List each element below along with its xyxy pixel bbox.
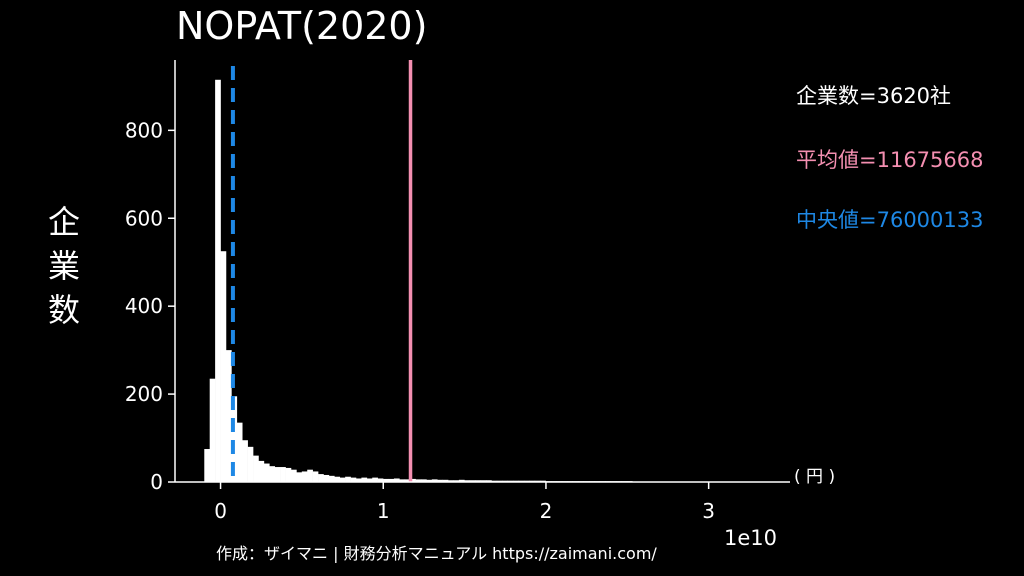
y-tick-label: 200 (125, 382, 163, 406)
y-axis-label-char: 企 (47, 203, 80, 241)
histogram-bar (404, 479, 411, 482)
histogram-bar (458, 479, 465, 482)
histogram-bar (448, 480, 454, 482)
y-axis-label: 企業数 (44, 200, 84, 332)
histogram-bar (323, 474, 330, 482)
histogram-bar (209, 378, 216, 482)
histogram-bar (253, 455, 259, 482)
histogram-bar (242, 440, 248, 482)
histogram-bar (290, 469, 297, 482)
histogram-bar (480, 480, 487, 482)
x-tick-label: 1 (377, 499, 390, 523)
histogram-bar (263, 463, 270, 482)
histogram-bar (350, 477, 357, 482)
y-tick-label: 800 (125, 118, 163, 142)
histogram-bar (312, 471, 319, 482)
x-tick-label: 3 (702, 499, 715, 523)
x-tick-label: 0 (214, 499, 227, 523)
histogram-bar (393, 478, 400, 482)
x-unit-label: ( 円 ) (794, 467, 836, 487)
histogram-bar (383, 478, 389, 482)
median-stat: 中央値=76000133 (796, 208, 984, 232)
histogram-bar (372, 477, 378, 482)
histogram-bar (421, 479, 427, 482)
histogram-bar (236, 422, 243, 482)
histogram-bar (301, 471, 308, 482)
y-tick-label: 600 (125, 206, 163, 230)
y-tick-label: 400 (125, 294, 163, 318)
histogram-bar (328, 475, 335, 482)
histogram-bar (318, 474, 324, 482)
company-count-stat: 企業数=3620社 (796, 84, 952, 108)
histogram-bar (269, 466, 276, 482)
histogram-bar (469, 480, 476, 482)
histogram-bar (307, 469, 313, 482)
footer-credit: 作成：ザイマニ | 財務分析マニュアル https://zaimani.com/ (216, 544, 657, 563)
histogram-bar (399, 479, 406, 482)
histogram-bar (215, 79, 221, 482)
histogram-bar (258, 460, 265, 482)
histogram-bar (464, 480, 471, 482)
histogram-bar (345, 476, 351, 482)
y-axis-label-char: 業 (47, 247, 80, 285)
histogram-bar (220, 251, 227, 482)
histogram-bar (355, 478, 362, 482)
histogram-bar (415, 479, 422, 482)
histogram-bar (204, 449, 211, 482)
histogram-bar (453, 480, 460, 482)
histogram-bar (431, 479, 438, 482)
histogram-bar (296, 472, 303, 482)
x-tick-label: 2 (540, 499, 553, 523)
histogram-bar (247, 446, 254, 482)
histogram-bar (274, 467, 281, 482)
histogram-bar (231, 396, 238, 482)
chart-title: NOPAT(2020) (176, 4, 428, 48)
histogram-bar (486, 480, 492, 482)
y-tick-label: 0 (150, 470, 163, 494)
histogram-bar (388, 478, 395, 482)
histogram-bar (475, 480, 481, 482)
histogram-bar (377, 478, 384, 482)
histogram-bar (339, 477, 346, 482)
histogram-bar (285, 467, 292, 482)
histogram-bar (225, 350, 232, 482)
histogram-bar (361, 477, 368, 482)
histogram-bar (280, 467, 286, 482)
histogram-bar (334, 476, 341, 482)
histogram-bar (410, 478, 416, 482)
y-axis-label-char: 数 (47, 291, 80, 329)
mean-stat: 平均値=11675668 (796, 148, 984, 172)
histogram-bar (426, 479, 433, 482)
histogram-bar (442, 479, 449, 482)
x-exponent-label: 1e10 (724, 526, 778, 550)
histogram-bar (366, 478, 373, 482)
histogram-bar (437, 479, 443, 482)
